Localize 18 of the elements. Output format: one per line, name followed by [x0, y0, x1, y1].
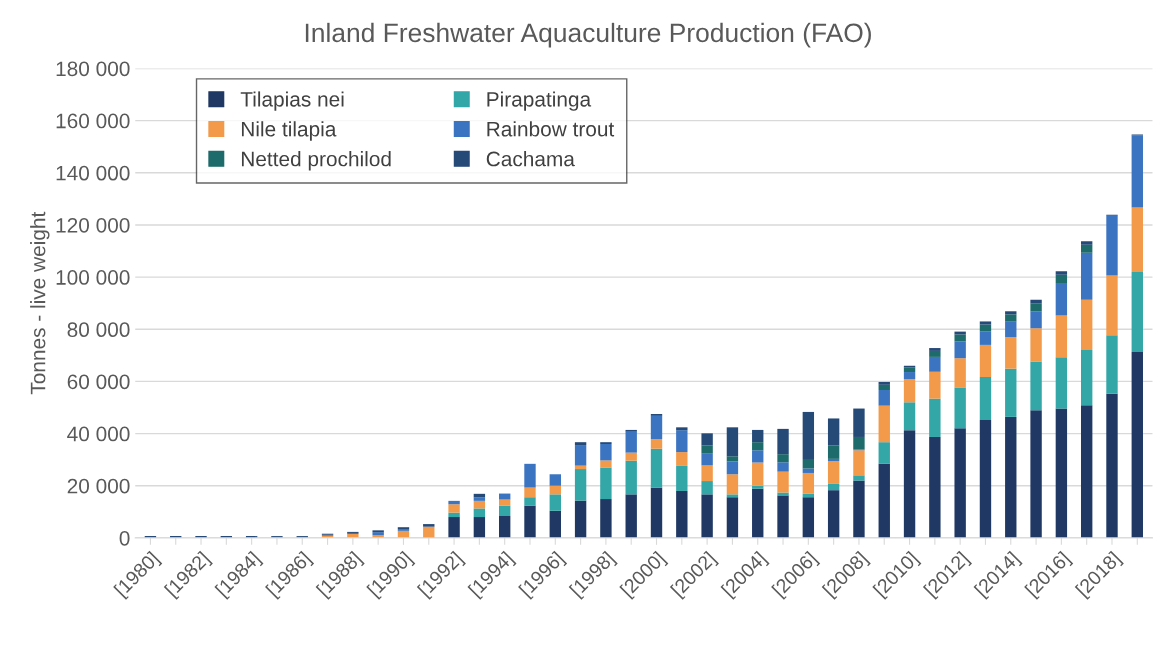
y-tick-label: 100 000: [56, 270, 130, 285]
y-tick-label: 0: [119, 530, 130, 546]
y-axis-title: Tonnes - live weight: [30, 211, 50, 395]
y-tick-label: 160 000: [56, 113, 130, 129]
legend-label: Tilapias nei: [240, 91, 344, 111]
legend-label: Cachama: [486, 151, 575, 167]
legend-label: Rainbow trout: [487, 121, 615, 137]
legend-label: Pirapatinga: [487, 91, 592, 111]
legend-label: Nile tilapia: [241, 121, 337, 141]
y-tick-label: 20 000: [67, 478, 130, 494]
y-tick-label: 120 000: [56, 217, 130, 233]
y-tick-label: 180 000: [56, 61, 130, 77]
legend-label: Netted prochilod: [241, 151, 391, 171]
y-tick-label: 40 000: [67, 426, 130, 442]
chart-title: Inland Freshwater Aquaculture Production (FAO): [305, 22, 871, 48]
y-tick-label: 140 000: [56, 165, 130, 181]
y-tick-label: 60 000: [67, 374, 130, 390]
y-tick-label: 80 000: [67, 322, 130, 338]
